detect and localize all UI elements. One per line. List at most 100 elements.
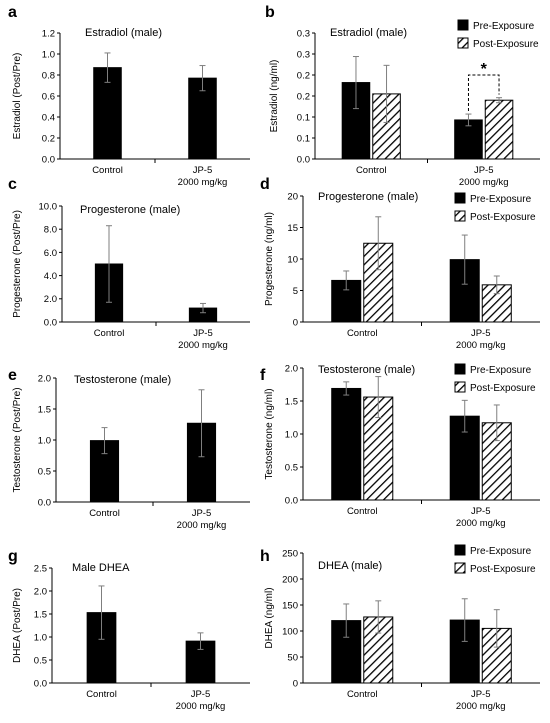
legend-label: Pre-Exposure bbox=[470, 365, 532, 376]
y-tick-label: 50 bbox=[287, 652, 298, 663]
y-tick-label: 15 bbox=[287, 223, 298, 234]
y-tick-label: 0.6 bbox=[42, 91, 55, 102]
y-tick-label: 1.2 bbox=[42, 28, 55, 39]
legend-label: Pre-Exposure bbox=[470, 194, 532, 205]
bar-pre-exposure bbox=[341, 82, 371, 160]
legend-swatch-solid bbox=[454, 363, 466, 375]
x-tick-label: 2000 mg/kg bbox=[176, 701, 226, 712]
y-tick-label: 10 bbox=[287, 254, 298, 265]
bar bbox=[188, 77, 217, 160]
y-tick-label: 5 bbox=[293, 286, 298, 297]
y-tick-label: 0.2 bbox=[297, 70, 310, 81]
y-tick-label: 0.4 bbox=[42, 112, 55, 123]
panel-label: g bbox=[8, 548, 18, 565]
y-tick-label: 0.1 bbox=[297, 133, 310, 144]
x-tick-label: JP-5 bbox=[471, 689, 491, 700]
panel-c: c 0.0 2.0 4.0 6.0 8.0 10.0 Progesterone (Post/P… bbox=[8, 176, 250, 351]
legend-label: Post-Exposure bbox=[470, 383, 536, 394]
y-tick-label: 2.0 bbox=[34, 586, 47, 597]
y-tick-label: 1.0 bbox=[34, 632, 47, 643]
y-tick-label: 20 bbox=[287, 191, 298, 202]
panel-label: e bbox=[8, 367, 17, 384]
y-tick-label: 0 bbox=[293, 317, 298, 328]
bar-post-exposure-error-bar bbox=[375, 216, 382, 271]
x-tick-label: JP-5 bbox=[193, 328, 213, 339]
chart-title: Testosterone (male) bbox=[318, 364, 415, 376]
legend-swatch-solid bbox=[457, 19, 469, 31]
bar-error-bar bbox=[98, 585, 105, 640]
bar-post-exposure bbox=[484, 99, 514, 160]
y-tick-label: 2.0 bbox=[44, 294, 57, 305]
chart-title: Male DHEA bbox=[72, 562, 130, 574]
legend-label: Post-Exposure bbox=[470, 212, 536, 223]
bar-error-bar bbox=[200, 302, 206, 314]
y-tick-label: 200 bbox=[282, 574, 298, 585]
y-axis-label: Testosterone (ng/ml) bbox=[264, 388, 275, 479]
y-tick-label: 4.0 bbox=[44, 271, 57, 282]
x-tick-label: JP-5 bbox=[192, 508, 212, 519]
y-tick-label: 2.5 bbox=[34, 563, 47, 574]
panel-label: a bbox=[8, 4, 17, 21]
y-tick-label: 0.0 bbox=[44, 317, 57, 328]
panel-g: g 0.0 0.5 1.0 1.5 2.0 2.5 DHEA (Post/Pre) Male D… bbox=[8, 548, 250, 712]
panel-label: h bbox=[260, 548, 270, 565]
bar-post-exposure-error-bar bbox=[496, 97, 503, 104]
panel-label: c bbox=[8, 176, 17, 193]
y-tick-label: 0.0 bbox=[297, 154, 310, 165]
x-tick-label: JP-5 bbox=[471, 328, 491, 339]
x-tick-label: JP-5 bbox=[474, 165, 494, 176]
bar-pre-exposure-error-bar bbox=[343, 381, 350, 396]
legend-swatch-solid bbox=[454, 544, 466, 556]
y-tick-label: 10.0 bbox=[39, 201, 58, 212]
bar-pre-exposure-error-bar bbox=[461, 234, 468, 285]
x-tick-label: Control bbox=[94, 328, 125, 339]
x-tick-label: Control bbox=[89, 508, 120, 519]
legend: Pre-Exposure Post-Exposure bbox=[457, 19, 539, 50]
bar-error-bar bbox=[199, 65, 206, 92]
y-tick-label: 0.3 bbox=[297, 28, 310, 39]
legend-label: Pre-Exposure bbox=[473, 21, 535, 32]
legend-swatch-hatched bbox=[457, 37, 469, 49]
chart-title: DHEA (male) bbox=[318, 560, 382, 572]
y-tick-label: 250 bbox=[282, 548, 298, 559]
legend-label: Pre-Exposure bbox=[470, 546, 532, 557]
panel-a: a 0.0 0.2 0.4 0.6 0.8 1.0 1.2 Estradiol (Post/Pr… bbox=[8, 4, 250, 188]
y-tick-label: 6.0 bbox=[44, 248, 57, 259]
x-tick-label: Control bbox=[347, 689, 378, 700]
panel-e: e 0.0 0.5 1.0 1.5 2.0 Testosterone (Post/Pre) T… bbox=[8, 367, 250, 531]
chart-title: Estradiol (male) bbox=[330, 27, 407, 39]
legend: Pre-Exposure Post-Exposure bbox=[454, 544, 536, 575]
legend: Pre-Exposure Post-Exposure bbox=[454, 192, 536, 223]
y-axis-label: Testosterone (Post/Pre) bbox=[12, 387, 23, 492]
y-axis-label: DHEA (Post/Pre) bbox=[12, 588, 23, 663]
x-tick-label: 2000 mg/kg bbox=[456, 518, 506, 529]
y-tick-label: 0.0 bbox=[285, 495, 298, 506]
y-axis-label: Estradiol (ng/ml) bbox=[269, 60, 280, 133]
bar-post-exposure-error-bar bbox=[375, 600, 382, 634]
x-tick-label: 2000 mg/kg bbox=[459, 177, 509, 188]
y-axis-label: Estradiol (Post/Pre) bbox=[12, 53, 23, 140]
bar-pre-exposure-error-bar bbox=[461, 598, 468, 642]
panel-b: b 0.0 0.1 0.1 0.2 0.2 0.3 0.3 Estradiol (ng/ml) E… bbox=[265, 4, 540, 188]
y-tick-label: 0.0 bbox=[38, 497, 51, 508]
legend-label: Post-Exposure bbox=[470, 564, 536, 575]
bar-error-bar bbox=[198, 389, 205, 458]
panel-f: f 0.0 0.5 1.0 1.5 2.0 Testosterone (ng/ml) Test… bbox=[260, 363, 540, 529]
x-tick-label: 2000 mg/kg bbox=[456, 701, 506, 712]
y-tick-label: 0.5 bbox=[285, 462, 298, 473]
panel-label: d bbox=[260, 176, 270, 193]
bar-post-exposure-error-bar bbox=[493, 404, 500, 442]
y-tick-label: 0 bbox=[293, 678, 298, 689]
y-tick-label: 0.2 bbox=[42, 133, 55, 144]
bar-pre-exposure-error-bar bbox=[343, 603, 350, 638]
x-tick-label: JP-5 bbox=[191, 689, 211, 700]
x-tick-label: Control bbox=[86, 689, 117, 700]
y-tick-label: 0.2 bbox=[297, 91, 310, 102]
y-tick-label: 8.0 bbox=[44, 225, 57, 236]
bar-error-bar bbox=[101, 427, 108, 455]
y-tick-label: 150 bbox=[282, 600, 298, 611]
bar-pre-exposure-error-bar bbox=[352, 56, 359, 110]
x-tick-label: JP-5 bbox=[471, 506, 491, 517]
bar-error-bar bbox=[197, 632, 204, 650]
